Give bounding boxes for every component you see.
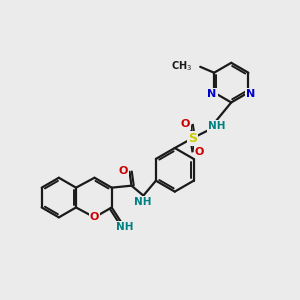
Text: CH$_3$: CH$_3$ — [171, 59, 192, 73]
Text: O: O — [181, 119, 190, 129]
Text: N: N — [208, 88, 217, 98]
Text: S: S — [188, 132, 197, 145]
Text: NH: NH — [116, 222, 133, 232]
Text: NH: NH — [134, 196, 151, 206]
Text: NH: NH — [208, 121, 225, 131]
Text: N: N — [246, 88, 255, 98]
Text: O: O — [119, 166, 128, 176]
Text: O: O — [90, 212, 99, 222]
Text: O: O — [195, 147, 204, 157]
